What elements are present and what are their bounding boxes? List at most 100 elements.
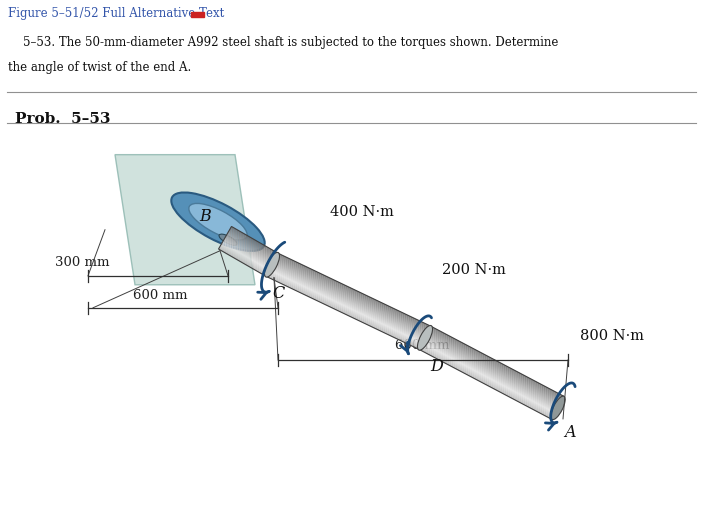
Polygon shape <box>426 335 559 406</box>
Text: Figure 5–51/52 Full Alternative Text: Figure 5–51/52 Full Alternative Text <box>8 7 225 20</box>
Polygon shape <box>230 229 277 256</box>
Polygon shape <box>419 348 553 420</box>
Polygon shape <box>420 347 553 418</box>
Text: B: B <box>199 207 211 225</box>
Polygon shape <box>266 275 420 349</box>
Polygon shape <box>425 337 558 408</box>
Polygon shape <box>429 330 562 401</box>
Polygon shape <box>430 328 563 399</box>
Polygon shape <box>423 343 555 413</box>
Polygon shape <box>276 255 430 329</box>
Polygon shape <box>115 154 255 285</box>
Polygon shape <box>219 248 266 276</box>
Polygon shape <box>228 232 275 260</box>
Text: Prob.  5–53: Prob. 5–53 <box>15 112 110 126</box>
Polygon shape <box>269 269 423 343</box>
Polygon shape <box>420 345 554 417</box>
Polygon shape <box>428 331 562 402</box>
Polygon shape <box>220 245 268 273</box>
Polygon shape <box>224 239 271 267</box>
Ellipse shape <box>219 234 237 245</box>
Polygon shape <box>269 272 422 346</box>
Polygon shape <box>424 340 557 410</box>
Polygon shape <box>219 248 266 275</box>
Polygon shape <box>230 228 278 256</box>
Text: 600 mm: 600 mm <box>133 289 187 302</box>
Polygon shape <box>423 340 557 411</box>
Polygon shape <box>425 336 559 407</box>
Polygon shape <box>426 335 560 406</box>
Polygon shape <box>430 327 564 398</box>
Polygon shape <box>273 261 427 335</box>
Polygon shape <box>221 244 269 271</box>
Polygon shape <box>276 256 429 330</box>
Polygon shape <box>220 246 267 274</box>
Ellipse shape <box>189 203 247 240</box>
Polygon shape <box>275 258 428 332</box>
Polygon shape <box>424 339 557 409</box>
Text: the angle of twist of the end A.: the angle of twist of the end A. <box>8 61 192 74</box>
Polygon shape <box>229 229 277 257</box>
Polygon shape <box>421 345 555 415</box>
Polygon shape <box>273 263 426 336</box>
Polygon shape <box>269 270 423 344</box>
Polygon shape <box>423 341 556 412</box>
Text: 800 N·m: 800 N·m <box>580 329 644 343</box>
Polygon shape <box>427 333 560 404</box>
Text: C: C <box>272 285 284 302</box>
Polygon shape <box>277 254 430 328</box>
Polygon shape <box>224 239 271 266</box>
Polygon shape <box>423 342 556 412</box>
Ellipse shape <box>172 192 265 251</box>
Polygon shape <box>422 343 555 414</box>
Polygon shape <box>271 267 424 341</box>
Polygon shape <box>227 234 274 262</box>
Polygon shape <box>274 260 427 334</box>
Polygon shape <box>229 230 276 258</box>
Ellipse shape <box>551 396 565 420</box>
Text: 5–53. The 50-mm-diameter A992 steel shaft is subjected to the torques shown. Det: 5–53. The 50-mm-diameter A992 steel shaf… <box>8 35 559 48</box>
Polygon shape <box>222 241 270 269</box>
Polygon shape <box>277 253 431 327</box>
Polygon shape <box>269 271 422 345</box>
Polygon shape <box>271 266 425 340</box>
Polygon shape <box>431 327 564 397</box>
Polygon shape <box>270 268 423 342</box>
Polygon shape <box>273 262 427 335</box>
Polygon shape <box>429 329 562 400</box>
Polygon shape <box>272 264 425 338</box>
Polygon shape <box>274 259 427 333</box>
Polygon shape <box>271 266 424 340</box>
Polygon shape <box>219 247 267 275</box>
Polygon shape <box>420 346 553 417</box>
Polygon shape <box>231 226 278 254</box>
Polygon shape <box>225 237 273 265</box>
Text: 400 N·m: 400 N·m <box>330 205 394 219</box>
Polygon shape <box>228 231 276 259</box>
Polygon shape <box>270 269 423 343</box>
Polygon shape <box>223 241 270 268</box>
Polygon shape <box>276 257 429 331</box>
Text: 600 mm: 600 mm <box>395 340 449 353</box>
Polygon shape <box>226 235 273 263</box>
Text: D: D <box>430 358 443 375</box>
Ellipse shape <box>264 252 280 277</box>
Polygon shape <box>421 344 555 415</box>
Polygon shape <box>221 243 269 271</box>
Polygon shape <box>268 272 421 346</box>
Polygon shape <box>420 348 553 419</box>
Polygon shape <box>224 238 272 266</box>
Polygon shape <box>427 332 561 404</box>
Polygon shape <box>275 258 428 332</box>
Polygon shape <box>268 274 421 347</box>
Polygon shape <box>425 338 558 409</box>
Polygon shape <box>222 242 269 270</box>
Polygon shape <box>228 232 276 259</box>
Polygon shape <box>266 276 420 349</box>
Ellipse shape <box>418 326 432 350</box>
Text: 300 mm: 300 mm <box>55 256 110 269</box>
Text: A: A <box>564 424 576 441</box>
Polygon shape <box>272 263 426 337</box>
Polygon shape <box>231 227 278 255</box>
Polygon shape <box>226 236 273 263</box>
